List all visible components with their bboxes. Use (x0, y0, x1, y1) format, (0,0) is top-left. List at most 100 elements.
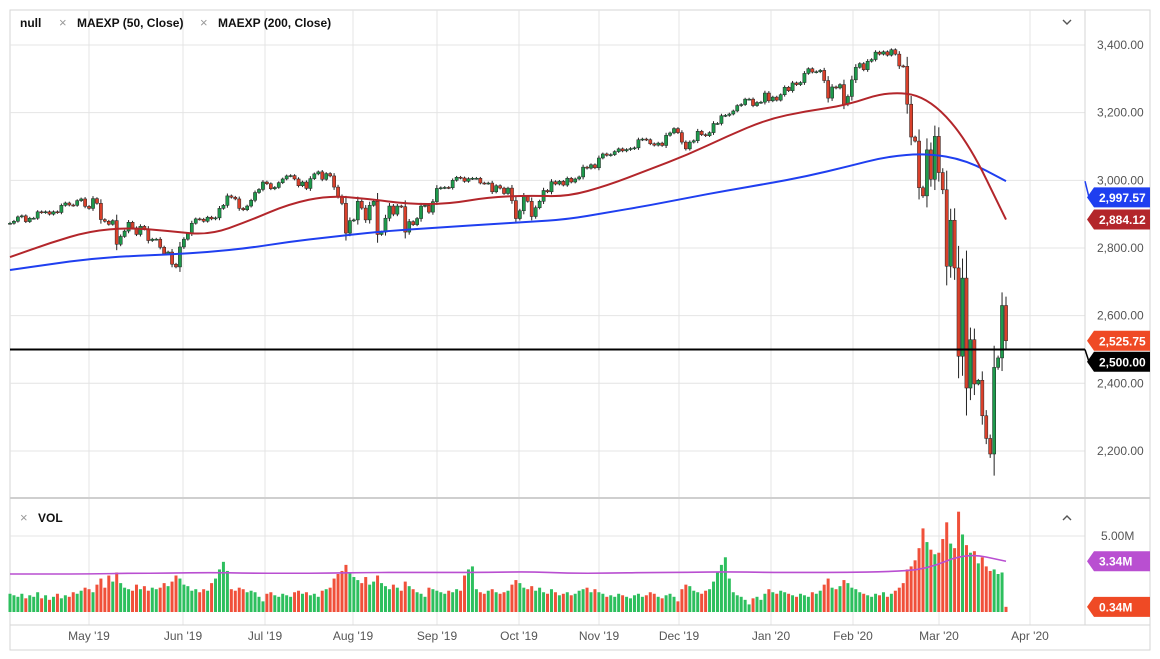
candle-body (585, 166, 589, 169)
candle-body (276, 182, 281, 188)
candle-body (336, 186, 340, 197)
time-tick-label: Apr '20 (1011, 629, 1049, 643)
price-tag-bg (1087, 187, 1150, 208)
candle-body (577, 176, 581, 180)
remove-ma200-icon[interactable]: × (200, 15, 208, 30)
price-axis[interactable]: 3,400.00 3,200.00 3,000.00 2,800.00 2,600.00… (1084, 38, 1150, 617)
volume-bar (878, 595, 882, 612)
candle-body (249, 200, 253, 207)
volume-bar (289, 596, 293, 612)
candle-body (288, 175, 293, 177)
candle-body (810, 68, 815, 73)
price-tick-label: 2,600.00 (1097, 309, 1144, 323)
volume-bar (692, 590, 696, 612)
price-tag-text: 2,525.75 (1099, 334, 1146, 348)
ma200-legend[interactable]: MAEXP (200, Close) (218, 16, 331, 30)
volume-bar (186, 586, 190, 612)
candle-body (233, 196, 238, 200)
candle-body (209, 216, 214, 220)
volume-bar (597, 592, 601, 612)
volume-bar (447, 590, 451, 612)
candle-body (933, 136, 937, 180)
chevron-up-icon[interactable] (1062, 515, 1072, 521)
ma50-legend[interactable]: MAEXP (50, Close) (77, 16, 183, 30)
volume-bar (383, 586, 387, 612)
volume-bar (459, 590, 463, 612)
volume-bar (530, 586, 534, 612)
candle-body (632, 147, 637, 150)
volume-bar (273, 595, 277, 612)
candle-body (664, 135, 668, 146)
remove-ma50-icon[interactable]: × (59, 15, 67, 30)
volume-bar (229, 589, 233, 612)
chevron-down-icon[interactable] (1062, 19, 1072, 25)
remove-volume-icon[interactable]: × (20, 510, 28, 525)
volume-bar (198, 592, 202, 612)
candle-body (12, 221, 16, 224)
candle-body (857, 63, 862, 68)
volume-bar (964, 545, 968, 612)
candle-body (454, 177, 459, 181)
volume-bar (206, 590, 210, 612)
volume-bar (190, 590, 194, 612)
volume-bar (478, 592, 482, 612)
price-tag[interactable]: 2,884.12 (1087, 209, 1150, 230)
candle-body (415, 218, 419, 225)
candle-body (889, 49, 894, 56)
candle-body (589, 164, 593, 169)
candle-body (767, 92, 771, 102)
volume-bar (842, 580, 846, 612)
candle-body (31, 217, 36, 220)
volume-bar (862, 593, 866, 612)
candle-body (114, 220, 119, 245)
candle-body (205, 216, 210, 222)
candle-body (691, 140, 696, 143)
volume-tag[interactable]: 0.34M (1087, 596, 1150, 617)
price-tag[interactable]: 2,525.75 (1087, 330, 1150, 351)
candle-body (984, 415, 989, 439)
candle-body (79, 198, 83, 201)
candle-body (407, 221, 412, 233)
volume-bar (63, 595, 67, 612)
volume-bar (909, 566, 913, 612)
volume-bar (8, 593, 12, 612)
volume-bar (423, 596, 427, 612)
volume-bar (538, 587, 542, 612)
gridlines (10, 10, 1085, 625)
volume-bar (715, 572, 719, 612)
candle-body (399, 205, 404, 208)
time-axis[interactable]: May '19 Jun '19 Jul '19 Aug '19 Sep '19 Oct '… (68, 629, 1049, 643)
candle-body (707, 132, 712, 136)
volume-bar (316, 596, 320, 612)
volume-tag[interactable]: 3.34M (1087, 551, 1150, 572)
volume-bar (415, 592, 419, 612)
candle-body (608, 154, 613, 156)
candle-body (865, 60, 870, 70)
volume-bar (795, 596, 799, 612)
price-tag[interactable]: 2,997.57 (1084, 180, 1150, 208)
candle-body (154, 238, 159, 241)
volume-bar (976, 563, 980, 612)
volume-bar (961, 534, 965, 612)
volume-bar (569, 595, 573, 612)
candle-body (221, 205, 226, 209)
candle-body (909, 103, 913, 138)
volume-bar (814, 593, 818, 612)
candle-body (296, 178, 301, 186)
volume-bar (605, 596, 609, 612)
volume-bar (87, 589, 91, 612)
candle-body (118, 236, 123, 245)
volume-bar (684, 584, 688, 612)
volume-bar (360, 583, 364, 612)
candle-body (442, 187, 447, 189)
volume-bar (494, 592, 498, 612)
candle-body (952, 219, 957, 269)
volume-bar (668, 593, 672, 612)
horizontal-line-tag[interactable]: 2,500.00 (1084, 349, 1150, 372)
volume-bar (411, 589, 415, 612)
volume-bar (743, 599, 747, 612)
volume-bar (565, 592, 569, 612)
volume-legend: VOL (38, 511, 63, 525)
